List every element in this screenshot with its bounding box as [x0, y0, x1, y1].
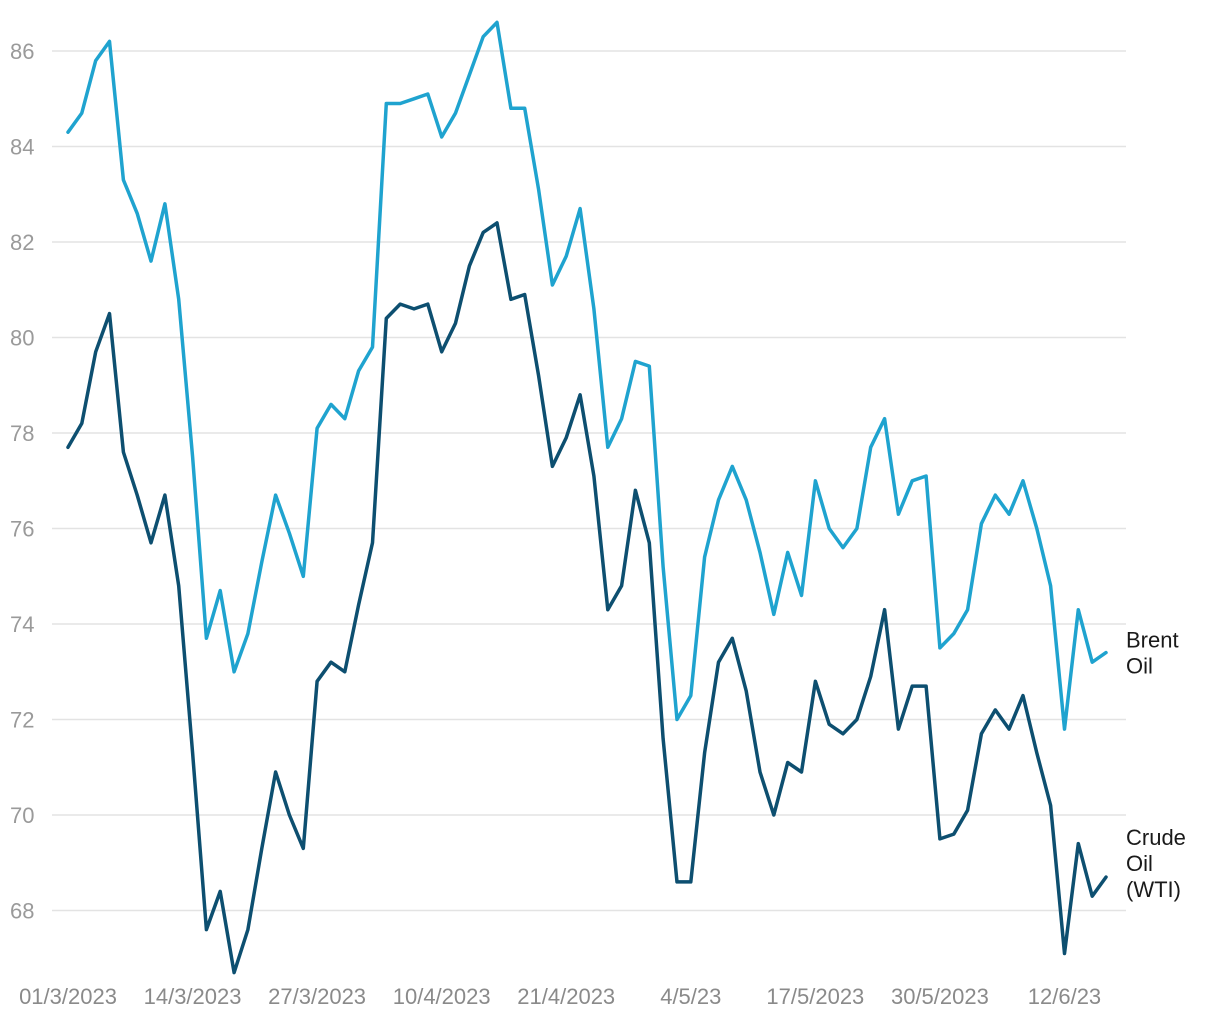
x-tick-label: 10/4/2023: [393, 984, 491, 1009]
x-tick-label: 01/3/2023: [19, 984, 117, 1009]
series-label: Brent: [1126, 628, 1179, 653]
series-label: (WTI): [1126, 877, 1181, 902]
y-tick-label: 68: [10, 899, 34, 924]
y-tick-label: 78: [10, 421, 34, 446]
x-tick-label: 4/5/23: [660, 984, 721, 1009]
y-tick-label: 70: [10, 803, 34, 828]
y-tick-label: 74: [10, 612, 34, 637]
x-tick-label: 12/6/23: [1028, 984, 1101, 1009]
x-axis-ticks: 01/3/2023 14/3/2023 27/3/2023 10/4/2023 21/4…: [19, 984, 1101, 1009]
series-label: Oil: [1126, 851, 1153, 876]
y-axis-ticks: 68 70 72 74 76 78 80 82 84 86: [10, 39, 34, 924]
series-label: Oil: [1126, 654, 1153, 679]
y-tick-label: 82: [10, 230, 34, 255]
x-tick-label: 30/5/2023: [891, 984, 989, 1009]
x-tick-label: 14/3/2023: [144, 984, 242, 1009]
series-label: Crude: [1126, 825, 1186, 850]
y-tick-label: 76: [10, 517, 34, 542]
y-tick-label: 72: [10, 708, 34, 733]
y-tick-label: 86: [10, 39, 34, 64]
y-tick-label: 84: [10, 135, 34, 160]
series-line-crude-oil-wti: [66, 221, 1108, 975]
x-tick-label: 27/3/2023: [268, 984, 366, 1009]
series-line-brent-oil: [66, 20, 1108, 731]
x-tick-label: 21/4/2023: [517, 984, 615, 1009]
x-tick-label: 17/5/2023: [766, 984, 864, 1009]
series-lines: [66, 20, 1108, 975]
gridlines: [52, 50, 1126, 912]
y-tick-label: 80: [10, 326, 34, 351]
